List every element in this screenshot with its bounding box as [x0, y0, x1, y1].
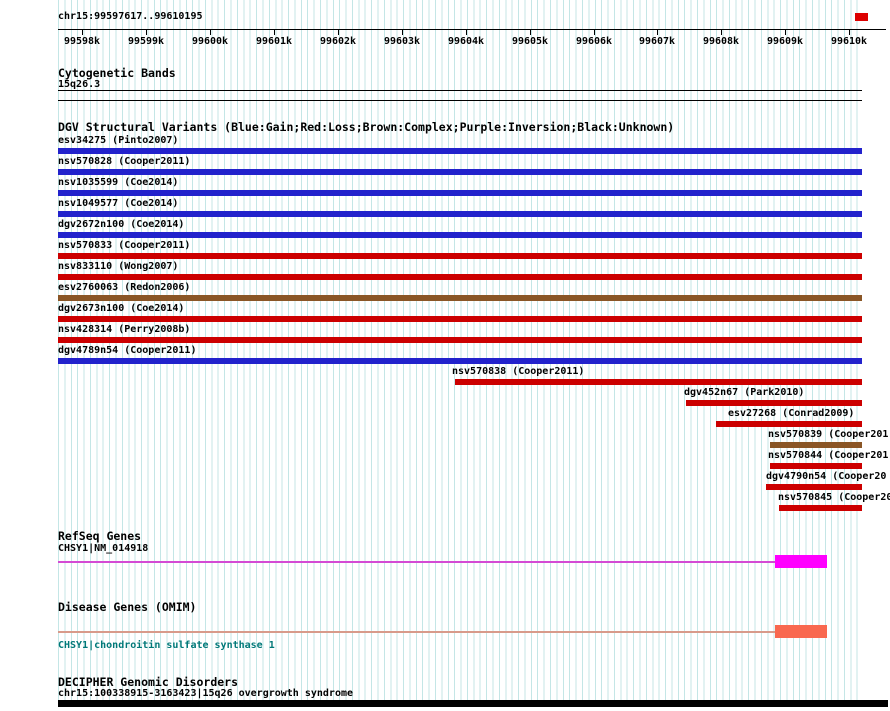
- ruler-tick: [466, 29, 467, 35]
- ruler-tick: [530, 29, 531, 35]
- ruler-tick-label: 99603k: [382, 36, 422, 47]
- variant-label[interactable]: dgv2672n100 (Coe2014): [58, 219, 184, 230]
- variant-bar[interactable]: [58, 169, 862, 175]
- dgv-track-title: DGV Structural Variants (Blue:Gain;Red:L…: [58, 121, 674, 134]
- variant-label[interactable]: dgv452n67 (Park2010): [684, 387, 804, 398]
- ruler-tick-label: 99608k: [701, 36, 741, 47]
- variant-label[interactable]: nsv1049577 (Coe2014): [58, 198, 178, 209]
- ruler-tick-label: 99601k: [254, 36, 294, 47]
- ruler-tick: [210, 29, 211, 35]
- variant-bar[interactable]: [770, 442, 862, 448]
- variant-label[interactable]: dgv2673n100 (Coe2014): [58, 303, 184, 314]
- variant-bar[interactable]: [58, 316, 862, 322]
- ruler-tick: [402, 29, 403, 35]
- ruler-tick: [82, 29, 83, 35]
- genome-browser-view: chr15:99597617..99610195 99598k 99599k 996…: [0, 0, 890, 711]
- variant-label[interactable]: esv2760063 (Redon2006): [58, 282, 190, 293]
- ruler-tick-label: 99607k: [637, 36, 677, 47]
- omim-gene-connector-line: [58, 631, 776, 633]
- ruler-tick-label: 99610k: [829, 36, 869, 47]
- ruler-tick-label: 99602k: [318, 36, 358, 47]
- cytoband-label: 15q26.3: [58, 79, 100, 90]
- variant-label[interactable]: nsv570845 (Cooper20: [778, 492, 890, 503]
- omim-gene-label: CHSY1|chondroitin sulfate synthase 1: [58, 640, 275, 651]
- variant-bar[interactable]: [58, 211, 862, 217]
- ruler-tick: [785, 29, 786, 35]
- ruler-tick-label: 99598k: [62, 36, 102, 47]
- refseq-track-title: RefSeq Genes: [58, 530, 141, 543]
- variant-bar[interactable]: [58, 190, 862, 196]
- refseq-gene-label: CHSY1|NM_014918: [58, 543, 148, 554]
- variant-bar[interactable]: [58, 274, 862, 280]
- ruler-tick: [274, 29, 275, 35]
- variant-label[interactable]: nsv570839 (Cooper201: [768, 429, 888, 440]
- variant-label[interactable]: nsv570833 (Cooper2011): [58, 240, 190, 251]
- ruler-tick: [721, 29, 722, 35]
- omim-gene-box[interactable]: [775, 625, 827, 638]
- variant-label[interactable]: nsv1035599 (Coe2014): [58, 177, 178, 188]
- ruler-tick-label: 99599k: [126, 36, 166, 47]
- variant-label[interactable]: nsv428314 (Perry2008b): [58, 324, 190, 335]
- decipher-entry-label: chr15:100338915-3163423|15q26 overgrowth…: [58, 688, 353, 699]
- variant-bar[interactable]: [455, 379, 862, 385]
- ruler-axis: [58, 29, 886, 30]
- ruler-tick: [146, 29, 147, 35]
- variant-label[interactable]: nsv570838 (Cooper2011): [452, 366, 584, 377]
- ruler-tick-label: 99609k: [765, 36, 805, 47]
- variant-bar[interactable]: [779, 505, 862, 511]
- variant-bar[interactable]: [58, 358, 862, 364]
- ruler-tick-label: 99606k: [574, 36, 614, 47]
- variant-bar[interactable]: [58, 253, 862, 259]
- refseq-gene-box[interactable]: [775, 555, 827, 568]
- variant-bar[interactable]: [58, 148, 862, 154]
- region-label: chr15:99597617..99610195: [58, 11, 203, 22]
- refseq-gene-connector-line: [58, 561, 776, 563]
- variant-label[interactable]: nsv833110 (Wong2007): [58, 261, 178, 272]
- decipher-region-bar[interactable]: [58, 700, 888, 707]
- variant-bar[interactable]: [716, 421, 862, 427]
- variant-label[interactable]: esv27268 (Conrad2009): [728, 408, 854, 419]
- ruler-tick: [849, 29, 850, 35]
- variant-label[interactable]: nsv570844 (Cooper201: [768, 450, 888, 461]
- ruler-tick-label: 99600k: [190, 36, 230, 47]
- variant-bar[interactable]: [770, 463, 862, 469]
- ruler-tick: [594, 29, 595, 35]
- variant-bar[interactable]: [58, 337, 862, 343]
- variant-label[interactable]: nsv570828 (Cooper2011): [58, 156, 190, 167]
- variant-bar[interactable]: [686, 400, 862, 406]
- ruler-tick-label: 99605k: [510, 36, 550, 47]
- variant-bar[interactable]: [58, 232, 862, 238]
- variant-label[interactable]: dgv4790n54 (Cooper20: [766, 471, 886, 482]
- ruler-tick: [657, 29, 658, 35]
- cytoband-box[interactable]: [58, 90, 862, 101]
- variant-label[interactable]: dgv4789n54 (Cooper2011): [58, 345, 196, 356]
- ruler-tick: [338, 29, 339, 35]
- ruler-tick-label: 99604k: [446, 36, 486, 47]
- variant-bar[interactable]: [58, 295, 862, 301]
- variant-bar[interactable]: [766, 484, 862, 490]
- overview-selection-marker: [855, 13, 868, 21]
- omim-track-title: Disease Genes (OMIM): [58, 601, 196, 614]
- variant-label[interactable]: esv34275 (Pinto2007): [58, 135, 178, 146]
